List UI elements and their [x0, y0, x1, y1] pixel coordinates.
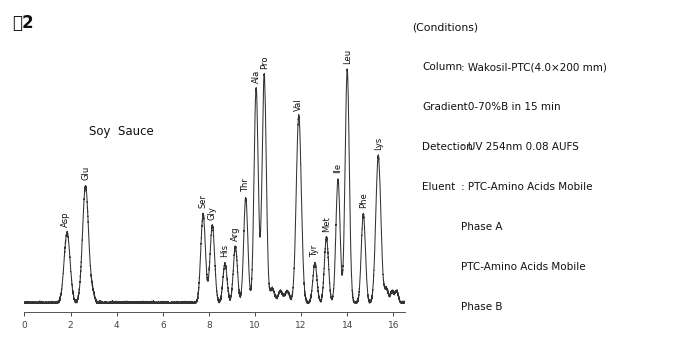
Text: PTC-Amino Acids Mobile: PTC-Amino Acids Mobile: [461, 262, 586, 272]
Text: Column: Column: [422, 62, 462, 73]
Text: Soy  Sauce: Soy Sauce: [89, 125, 154, 138]
Text: : 0-70%B in 15 min: : 0-70%B in 15 min: [461, 102, 560, 112]
Text: Phe: Phe: [359, 193, 368, 209]
Text: Lys: Lys: [374, 137, 383, 150]
Text: Detection: Detection: [422, 142, 473, 152]
Text: Gly: Gly: [208, 206, 217, 220]
Text: : PTC-Amino Acids Mobile: : PTC-Amino Acids Mobile: [461, 182, 592, 192]
Text: Ala: Ala: [252, 69, 260, 83]
Text: (Conditions): (Conditions): [412, 23, 478, 33]
Text: Thr: Thr: [242, 178, 251, 192]
Text: Val: Val: [295, 98, 304, 110]
Text: 図2: 図2: [13, 14, 34, 32]
Text: Phase A: Phase A: [461, 222, 502, 232]
Text: : Wakosil-PTC(4.0×200 mm): : Wakosil-PTC(4.0×200 mm): [461, 62, 607, 73]
Text: Arg: Arg: [231, 227, 240, 241]
Text: Ser: Ser: [199, 194, 207, 209]
Text: His: His: [221, 244, 230, 257]
Text: Eluent: Eluent: [422, 182, 456, 192]
Text: Met: Met: [322, 216, 331, 232]
Text: Phase B: Phase B: [461, 302, 502, 312]
Text: Tyr: Tyr: [311, 245, 320, 257]
Text: Leu: Leu: [343, 49, 352, 64]
Text: Ile: Ile: [334, 163, 343, 174]
Text: Asp: Asp: [61, 212, 70, 227]
Text: Glu: Glu: [81, 166, 90, 180]
Text: : UV 254nm 0.08 AUFS: : UV 254nm 0.08 AUFS: [461, 142, 579, 152]
Text: Pro: Pro: [260, 55, 269, 68]
Text: Gradient: Gradient: [422, 102, 468, 112]
